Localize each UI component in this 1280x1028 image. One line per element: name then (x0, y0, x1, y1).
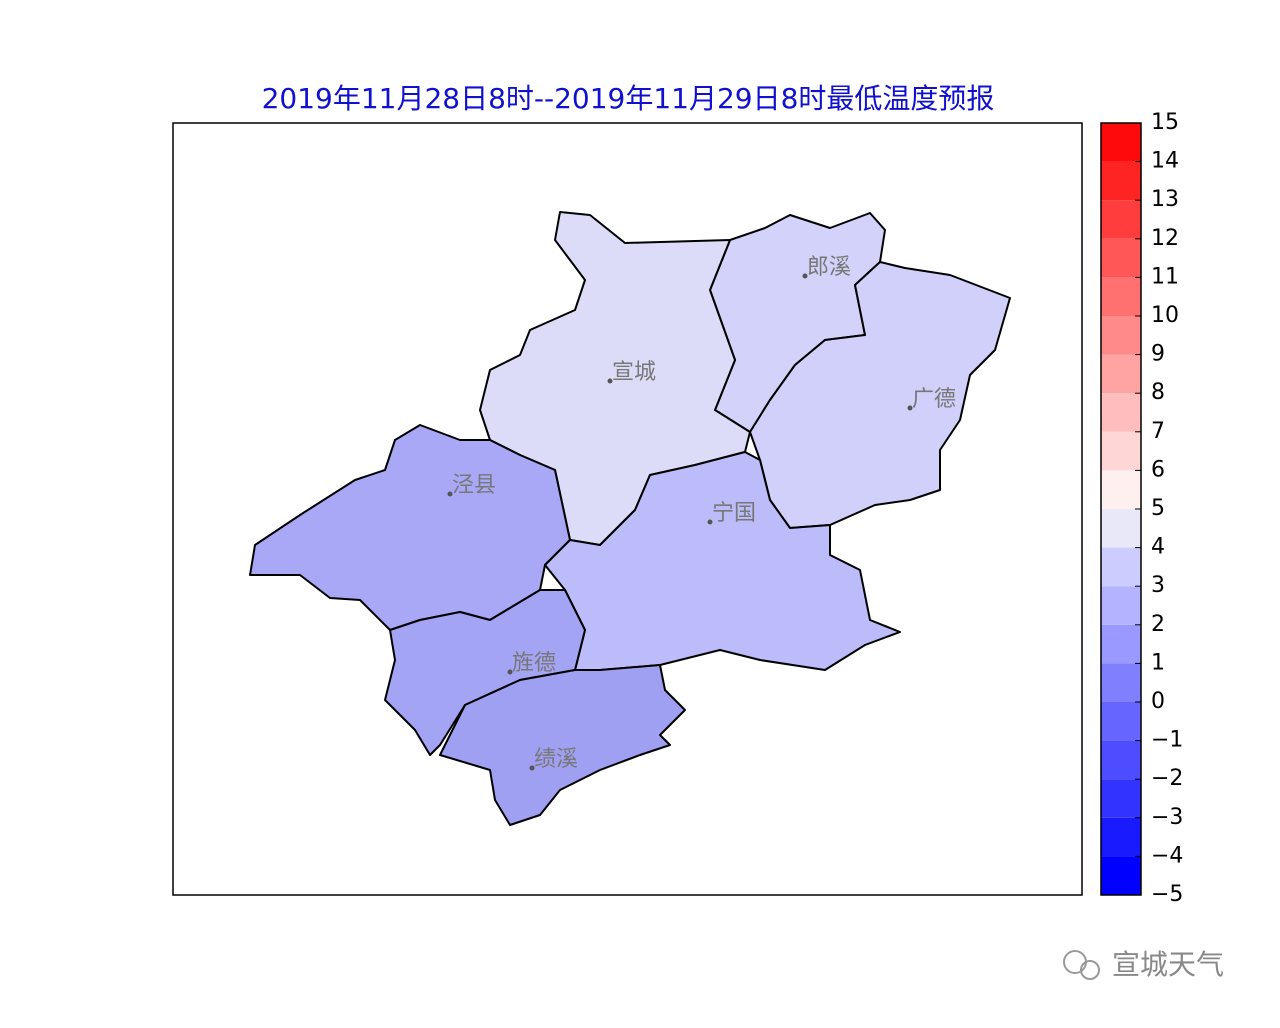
city-dot (507, 669, 513, 675)
colorbar-tick-label: 11 (1151, 264, 1179, 289)
watermark-text: 宣城天气 (1112, 948, 1224, 981)
city-label: 宣城 (612, 360, 656, 385)
city-label: 绩溪 (534, 747, 578, 772)
region-jixi (439, 664, 686, 826)
city-label: 郎溪 (807, 255, 851, 280)
colorbar-segment (1101, 238, 1141, 278)
colorbar-tick-label: −5 (1151, 882, 1183, 907)
colorbar-segment (1101, 316, 1141, 355)
city-dot (907, 405, 913, 411)
city-label: 泾县 (452, 473, 496, 498)
regions (249, 211, 1011, 826)
colorbar-tick-label: −3 (1151, 805, 1183, 830)
colorbar-segment (1101, 702, 1141, 741)
colorbar-tick-label: 0 (1151, 689, 1165, 714)
city-dot (529, 765, 535, 771)
city-dot (447, 491, 453, 497)
colorbar-tick-label: 12 (1151, 226, 1179, 251)
colorbar-segment (1101, 354, 1141, 394)
colorbar-tick-label: 14 (1151, 149, 1179, 174)
city-dot (607, 378, 613, 384)
colorbar-tick-label: 1 (1151, 650, 1165, 675)
colorbar-segment (1101, 586, 1141, 625)
colorbar-tick-label: 15 (1151, 110, 1179, 135)
colorbar-tick-label: 13 (1151, 187, 1179, 212)
region-jingxian (249, 424, 571, 631)
watermark-icon (1080, 960, 1100, 980)
city-label: 旌德 (512, 651, 556, 676)
city-dot (802, 273, 808, 279)
colorbar-segment (1101, 161, 1141, 201)
map-frame (172, 122, 1083, 896)
city-label: 宁国 (712, 501, 756, 526)
colorbar-tick-label: 3 (1151, 573, 1165, 598)
colorbar-segment (1101, 123, 1141, 162)
colorbar-tick-label: −4 (1151, 843, 1183, 868)
colorbar-tick-label: 5 (1151, 496, 1165, 521)
colorbar-segment (1101, 509, 1141, 548)
city-dot (707, 519, 713, 525)
region-ningguo (544, 451, 901, 671)
colorbar-tick-label: 9 (1151, 342, 1165, 367)
colorbar-segment (1101, 779, 1141, 818)
colorbar-tick-label: −2 (1151, 766, 1183, 791)
colorbar-tick-label: 7 (1151, 419, 1165, 444)
colorbar-segment (1101, 547, 1141, 587)
colorbar-segment (1101, 817, 1141, 857)
colorbar-segment (1101, 470, 1141, 509)
colorbar-segment (1101, 856, 1141, 895)
colorbar-tick-label: 6 (1151, 457, 1165, 482)
colorbar-segment (1101, 431, 1141, 471)
colorbar-segment (1101, 740, 1141, 780)
colorbar-segment (1101, 624, 1141, 664)
colorbar-tick-label: −1 (1151, 728, 1183, 753)
colorbar-segment (1101, 663, 1141, 702)
colorbar-segment (1101, 200, 1141, 239)
colorbar-tick-label: 10 (1151, 303, 1179, 328)
colorbar-tick-label: 4 (1151, 535, 1165, 560)
colorbar-segment (1101, 393, 1141, 432)
watermark-icon (1063, 950, 1087, 974)
region-guangde (749, 261, 1011, 529)
colorbar-tick-label: 8 (1151, 380, 1165, 405)
colorbar-tick-label: 2 (1151, 612, 1165, 637)
colorbar-segment (1101, 277, 1141, 316)
watermark: 宣城天气 (1063, 948, 1224, 981)
map-title: 2019年11月28日8时--2019年11月29日8时最低温度预报 (262, 82, 995, 115)
city-label: 广德 (912, 387, 956, 412)
